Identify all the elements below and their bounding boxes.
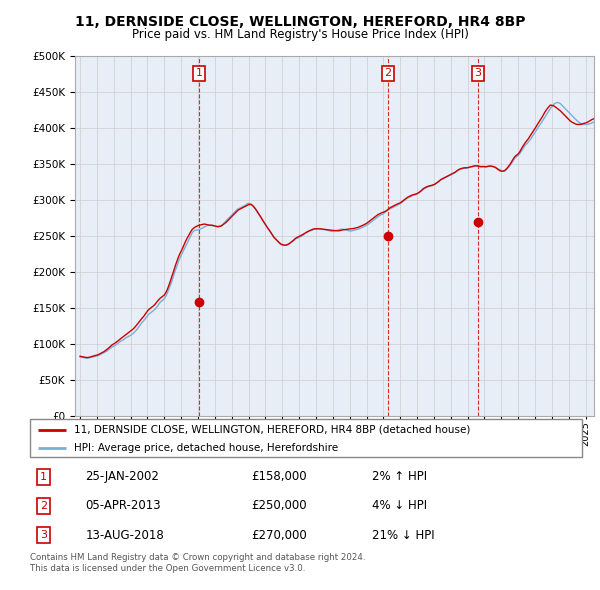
Text: 21% ↓ HPI: 21% ↓ HPI <box>372 529 435 542</box>
Text: 3: 3 <box>475 68 482 78</box>
Text: 3: 3 <box>40 530 47 540</box>
Text: 25-JAN-2002: 25-JAN-2002 <box>85 470 159 483</box>
Text: 4% ↓ HPI: 4% ↓ HPI <box>372 499 427 513</box>
Text: £250,000: £250,000 <box>251 499 307 513</box>
Text: 1: 1 <box>196 68 203 78</box>
Text: £158,000: £158,000 <box>251 470 307 483</box>
Text: 13-AUG-2018: 13-AUG-2018 <box>85 529 164 542</box>
Text: 11, DERNSIDE CLOSE, WELLINGTON, HEREFORD, HR4 8BP (detached house): 11, DERNSIDE CLOSE, WELLINGTON, HEREFORD… <box>74 425 470 435</box>
Text: Price paid vs. HM Land Registry's House Price Index (HPI): Price paid vs. HM Land Registry's House … <box>131 28 469 41</box>
Text: 11, DERNSIDE CLOSE, WELLINGTON, HEREFORD, HR4 8BP: 11, DERNSIDE CLOSE, WELLINGTON, HEREFORD… <box>75 15 525 29</box>
Text: 05-APR-2013: 05-APR-2013 <box>85 499 161 513</box>
Text: 2: 2 <box>40 501 47 511</box>
Text: 2: 2 <box>385 68 391 78</box>
Text: Contains HM Land Registry data © Crown copyright and database right 2024.
This d: Contains HM Land Registry data © Crown c… <box>30 553 365 573</box>
Text: 1: 1 <box>40 471 47 481</box>
Text: £270,000: £270,000 <box>251 529 307 542</box>
Text: HPI: Average price, detached house, Herefordshire: HPI: Average price, detached house, Here… <box>74 442 338 453</box>
Text: 2% ↑ HPI: 2% ↑ HPI <box>372 470 427 483</box>
